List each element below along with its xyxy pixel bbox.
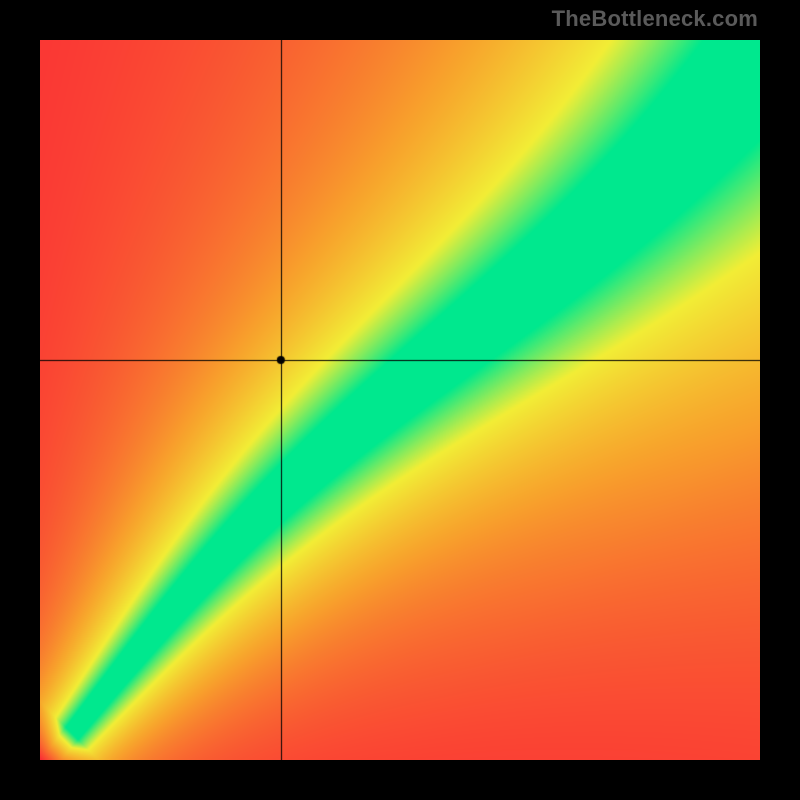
- watermark-text: TheBottleneck.com: [552, 6, 758, 32]
- chart-frame: [40, 40, 760, 760]
- bottleneck-heatmap: [40, 40, 760, 760]
